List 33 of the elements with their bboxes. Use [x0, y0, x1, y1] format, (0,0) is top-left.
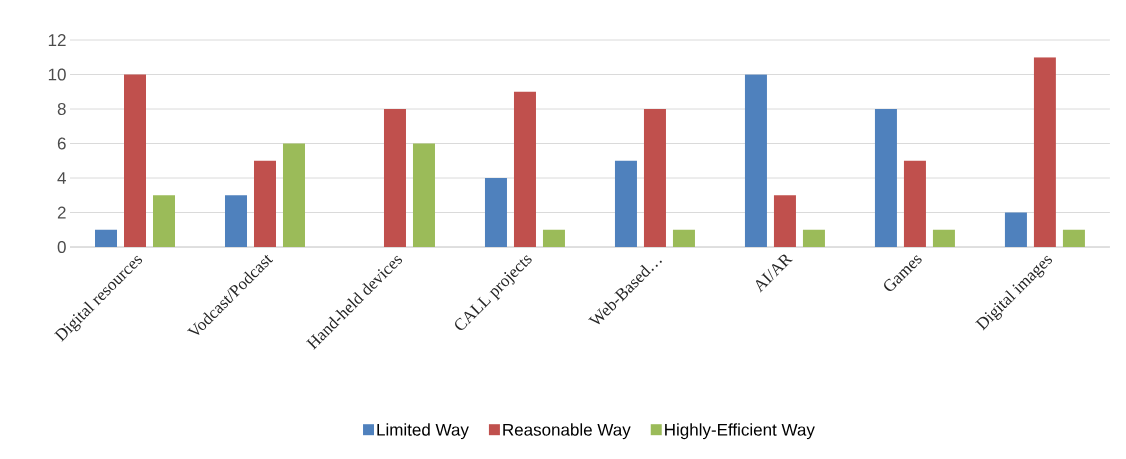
bar	[1062, 229, 1085, 247]
bar	[224, 195, 247, 247]
bar	[124, 74, 146, 247]
bar	[802, 229, 825, 247]
bar	[773, 195, 796, 247]
bar	[874, 109, 897, 247]
bar	[253, 160, 276, 247]
bar	[542, 229, 565, 247]
bar	[643, 109, 666, 247]
bar	[672, 229, 695, 247]
bar	[282, 143, 305, 247]
bar	[744, 74, 767, 247]
y-tick-label: 12	[48, 34, 66, 46]
bar	[513, 91, 536, 247]
bar	[1004, 212, 1027, 247]
legend-label: Reasonable Way	[503, 423, 631, 440]
y-tick-label: 8	[57, 102, 66, 116]
bar	[1033, 57, 1056, 247]
y-tick-label: 2	[57, 206, 66, 219]
y-tick-label: 6	[57, 137, 66, 150]
bar	[484, 178, 507, 247]
bar	[383, 109, 406, 247]
legend-label: Highly-Efficient Way	[665, 423, 815, 440]
legend-label: Limited Way	[377, 423, 469, 440]
bar	[412, 143, 435, 247]
bar	[932, 229, 955, 247]
bar	[95, 229, 117, 247]
bar	[614, 160, 637, 247]
bar	[153, 195, 175, 247]
y-tick-label: 4	[57, 172, 66, 184]
bar	[903, 160, 926, 247]
y-tick-label: 10	[48, 68, 66, 81]
y-tick-label: 0	[57, 240, 66, 254]
